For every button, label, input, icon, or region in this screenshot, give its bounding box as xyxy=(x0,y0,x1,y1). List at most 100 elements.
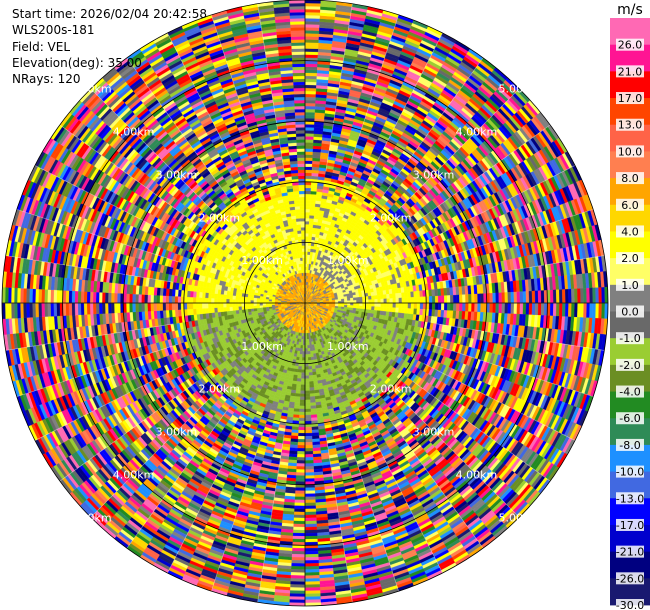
range-gate-cell xyxy=(304,166,313,171)
range-gate-cell xyxy=(568,288,572,304)
range-gate-cell xyxy=(413,296,418,304)
range-gate-cell xyxy=(304,2,321,7)
range-gate-cell xyxy=(304,190,312,195)
range-gate-cell xyxy=(395,297,400,304)
range-gate-cell xyxy=(407,291,412,298)
range-gate-cell xyxy=(334,299,339,302)
range-gate-cell xyxy=(501,292,506,304)
range-gate-cell xyxy=(386,293,390,299)
range-gate-cell xyxy=(407,302,412,309)
range-gate-cell xyxy=(441,295,445,304)
range-gate-cell xyxy=(310,193,317,198)
range-gate-cell xyxy=(592,302,597,319)
range-gate-cell xyxy=(386,302,390,308)
range-gate-cell xyxy=(304,51,319,56)
range-gate-cell xyxy=(519,291,524,304)
range-gate-cell xyxy=(456,302,460,312)
range-gate-cell xyxy=(304,163,313,167)
range-gate-cell xyxy=(516,291,521,304)
range-gate-cell xyxy=(437,302,442,311)
range-gate-cell xyxy=(398,297,403,304)
range-gate-cell xyxy=(368,302,372,307)
range-gate-cell xyxy=(410,308,415,315)
range-gate-cell xyxy=(504,302,509,314)
range-gate-cell xyxy=(592,287,597,304)
range-gate-cell xyxy=(389,298,394,304)
range-gate-cell xyxy=(377,298,381,304)
range-gate-cell xyxy=(349,295,354,299)
range-gate-cell xyxy=(368,295,372,300)
range-gate-cell xyxy=(371,295,375,300)
range-gate-cell xyxy=(356,299,360,304)
range-gate-cell xyxy=(356,297,360,301)
range-gate-cell xyxy=(465,294,469,304)
range-gate-cell xyxy=(595,287,600,304)
range-gate-cell xyxy=(444,302,448,311)
range-gate-cell xyxy=(437,295,442,304)
range-gate-cell xyxy=(353,302,357,306)
range-gate-cell xyxy=(304,248,309,252)
range-gate-cell xyxy=(304,199,311,204)
range-gate-cell xyxy=(519,302,524,315)
range-gate-cell xyxy=(304,148,314,152)
range-gate-cell xyxy=(574,288,578,304)
range-gate-cell xyxy=(304,69,318,74)
range-gate-cell xyxy=(304,108,316,113)
range-gate-cell xyxy=(304,66,318,71)
range-gate-cell xyxy=(304,151,314,155)
range-gate-cell xyxy=(386,307,390,313)
range-gate-cell xyxy=(507,292,512,304)
range-gate-cell xyxy=(309,215,315,219)
range-gate-cell xyxy=(583,302,587,318)
range-gate-cell xyxy=(444,295,448,304)
range-gate-cell xyxy=(304,14,321,19)
range-gate-cell xyxy=(371,299,375,304)
range-gate-cell xyxy=(510,291,515,304)
range-gate-cell xyxy=(586,287,590,304)
range-gate-cell xyxy=(304,78,317,83)
range-gate-cell xyxy=(392,302,397,308)
range-gate-cell xyxy=(386,298,390,304)
range-gate-cell xyxy=(304,27,320,31)
range-gate-cell xyxy=(434,302,439,311)
range-gate-cell xyxy=(462,294,466,304)
range-gate-cell xyxy=(549,302,554,317)
range-gate-cell xyxy=(304,42,319,46)
range-gate-cell xyxy=(537,302,542,316)
range-gate-cell xyxy=(419,296,424,304)
range-gate-cell xyxy=(304,111,316,116)
range-gate-cell xyxy=(309,212,315,216)
range-gate-cell xyxy=(350,297,354,301)
range-gate-cell xyxy=(304,187,312,192)
range-gate-cell xyxy=(304,90,317,95)
range-gate-cell xyxy=(404,308,409,314)
range-gate-cell xyxy=(504,292,509,304)
range-gate-cell xyxy=(540,290,545,304)
range-gate-cell xyxy=(304,39,319,43)
range-gate-cell xyxy=(308,221,314,225)
range-gate-cell xyxy=(480,293,484,304)
range-gate-cell xyxy=(513,302,518,315)
range-gate-cell xyxy=(580,302,584,318)
range-gate-cell xyxy=(304,172,312,177)
range-gate-cell xyxy=(589,287,594,304)
range-gate-cell xyxy=(577,288,581,304)
range-gate-cell xyxy=(416,296,421,304)
range-gate-cell xyxy=(383,298,387,304)
range-gate-cell xyxy=(456,294,460,304)
range-gate-cell xyxy=(359,305,363,310)
range-gate-cell xyxy=(353,297,357,301)
range-gate-cell xyxy=(344,298,348,302)
range-gate-cell xyxy=(498,302,503,314)
range-gate-cell xyxy=(359,299,363,304)
range-gate-cell xyxy=(304,136,314,140)
range-gate-cell xyxy=(389,302,394,308)
range-gate-cell xyxy=(598,287,603,304)
range-gate-cell xyxy=(304,30,320,34)
range-gate-cell xyxy=(498,292,503,304)
range-gate-cell xyxy=(404,292,409,298)
range-gate-cell xyxy=(304,130,315,134)
range-gate-cell xyxy=(510,302,515,315)
range-gate-cell xyxy=(389,293,393,299)
